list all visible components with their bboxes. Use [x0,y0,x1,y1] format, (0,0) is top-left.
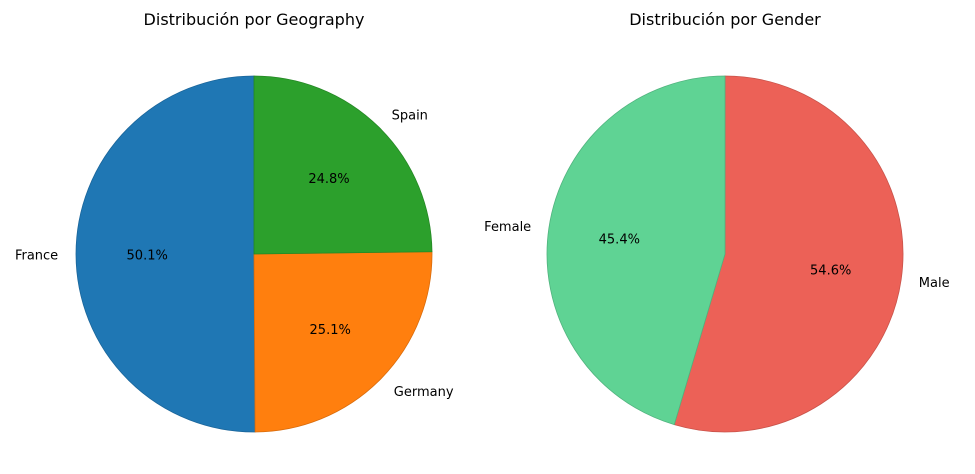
geography-slice-spain [253,75,433,255]
geography-pie: France 50.1% Germany 25.1% Spain 24.8% [15,75,454,433]
gender-pct-female: 45.4% [599,233,640,248]
gender-slice-female [546,75,726,426]
gender-label-female: Female [484,220,531,235]
gender-pie: Male 54.6% Female 45.4% [484,75,950,433]
geography-label-france: France [15,249,58,264]
gender-slice-male [673,75,904,433]
geography-slice-germany [253,251,433,433]
geography-pct-germany: 25.1% [310,323,351,338]
gender-chart-title: Distribución por Gender [629,10,821,29]
geography-slice-france [75,75,256,433]
geography-pie-chart: Distribución por Geography France 50.1% Ge… [15,10,454,433]
geography-pct-spain: 24.8% [308,172,349,187]
gender-pct-male: 54.6% [810,263,851,278]
geography-label-germany: Germany [394,385,454,400]
gender-label-male: Male [919,276,950,291]
geography-label-spain: Spain [392,109,428,124]
gender-pie-chart: Distribución por Gender Male 54.6% Female 4… [484,10,950,433]
geography-chart-title: Distribución por Geography [144,10,365,29]
geography-pct-france: 50.1% [127,248,168,263]
